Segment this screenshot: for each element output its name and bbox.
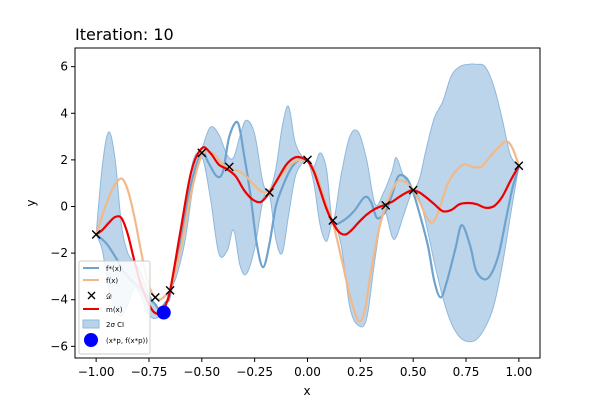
data-point-marker <box>514 161 524 171</box>
x-tick-label: 0.00 <box>294 365 321 379</box>
x-tick-label: −1.00 <box>78 365 115 379</box>
data-point-marker <box>264 188 274 198</box>
data-point-marker <box>224 162 234 172</box>
data-point-marker <box>381 200 391 210</box>
best-point <box>156 305 171 320</box>
legend-symbol-best <box>84 333 98 347</box>
y-tick-label: 6 <box>60 60 68 74</box>
legend-symbol-ci <box>82 319 100 329</box>
x-tick-label: 0.75 <box>453 365 480 379</box>
x-tick-label: 1.00 <box>506 365 533 379</box>
y-tick-label: 0 <box>60 199 68 213</box>
x-axis-label: x <box>303 384 310 398</box>
legend-label-data: 𝒟 <box>106 293 112 301</box>
legend-label-ci: 2σ CI <box>106 321 124 329</box>
y-tick-label: −6 <box>50 339 68 353</box>
y-tick-label: −4 <box>50 293 68 307</box>
legend: f*(x) f(x) 𝒟m(x) 2σ CI (x*p, f(x*p)) <box>78 260 151 355</box>
data-point-marker <box>303 155 312 165</box>
x-tick-label: −0.50 <box>183 365 220 379</box>
series-line-mean <box>95 146 520 315</box>
x-tick-label: 0.50 <box>400 365 427 379</box>
y-tick-label: 2 <box>60 153 68 167</box>
data-point-marker <box>197 148 207 158</box>
y-tick-label: −2 <box>50 246 68 260</box>
y-tick-label: 4 <box>60 106 68 120</box>
data-point-marker <box>91 229 101 239</box>
series-line-f <box>95 140 520 323</box>
legend-label-mean: m(x) <box>106 306 123 314</box>
data-point-marker <box>408 185 418 195</box>
legend-symbol-data <box>87 291 96 300</box>
legend-label-best: (x*p, f(x*p)) <box>106 337 148 345</box>
chart-title: Iteration: 10 <box>75 25 174 44</box>
x-tick-label: 0.25 <box>347 365 374 379</box>
x-tick-label: −0.75 <box>131 365 168 379</box>
data-point-marker <box>328 215 338 225</box>
legend-label-f: f(x) <box>106 277 118 285</box>
data-point-marker <box>165 285 175 295</box>
y-axis-label: y <box>24 199 38 206</box>
data-point-marker <box>150 292 160 302</box>
x-tick-label: −0.25 <box>236 365 273 379</box>
legend-box <box>78 260 151 355</box>
legend-label-f-star: f*(x) <box>106 265 122 273</box>
